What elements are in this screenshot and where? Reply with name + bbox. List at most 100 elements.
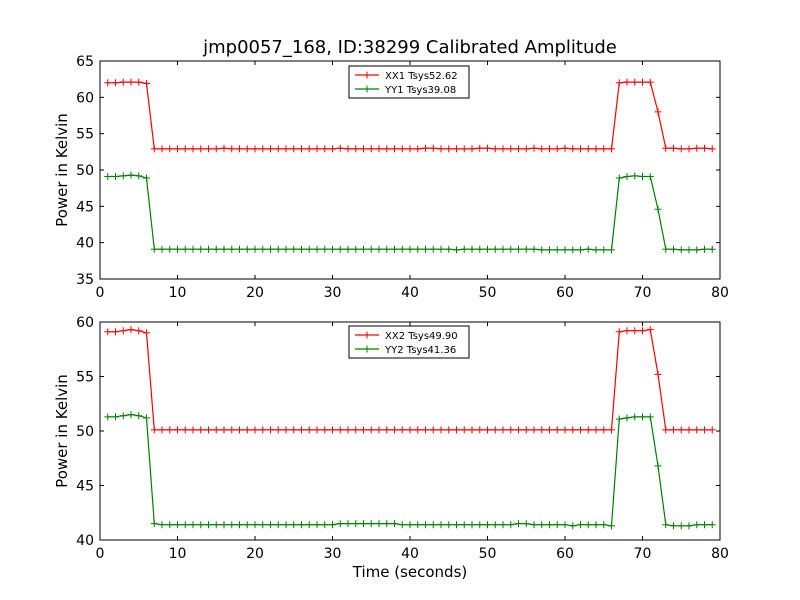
x-tick-label: 50 bbox=[479, 285, 497, 301]
series-2 bbox=[104, 411, 716, 530]
data-point bbox=[662, 245, 670, 253]
data-point bbox=[445, 426, 453, 434]
data-point bbox=[251, 521, 259, 529]
data-point bbox=[639, 78, 646, 86]
data-point bbox=[437, 426, 445, 434]
data-point bbox=[329, 521, 336, 529]
data-point bbox=[708, 245, 716, 253]
data-point bbox=[243, 245, 251, 253]
data-point bbox=[336, 520, 344, 528]
data-point bbox=[685, 246, 693, 254]
data-point bbox=[321, 145, 329, 153]
data-point bbox=[561, 246, 569, 254]
data-point bbox=[685, 145, 693, 153]
data-point bbox=[584, 426, 592, 434]
data-point bbox=[600, 521, 608, 529]
data-point bbox=[220, 144, 228, 152]
data-point bbox=[112, 79, 119, 87]
legend-label: XX2 Tsys49.90 bbox=[385, 331, 458, 342]
data-point bbox=[468, 521, 476, 529]
data-point bbox=[352, 245, 360, 253]
data-point bbox=[608, 522, 615, 530]
data-point bbox=[259, 521, 267, 529]
data-point bbox=[623, 78, 631, 86]
data-point bbox=[460, 521, 468, 529]
data-point bbox=[615, 174, 623, 182]
data-point bbox=[174, 521, 181, 529]
data-point bbox=[406, 426, 414, 434]
y-tick-label: 60 bbox=[76, 315, 94, 331]
data-point bbox=[623, 327, 631, 335]
data-point bbox=[445, 521, 453, 529]
data-point bbox=[491, 521, 499, 529]
data-point bbox=[414, 145, 422, 153]
data-point bbox=[305, 426, 313, 434]
data-point bbox=[251, 426, 259, 434]
data-point bbox=[530, 426, 538, 434]
data-point bbox=[499, 245, 507, 253]
data-point bbox=[228, 145, 236, 153]
x-tick-label: 50 bbox=[479, 546, 497, 562]
data-point bbox=[538, 145, 546, 153]
data-point bbox=[631, 172, 639, 180]
data-point bbox=[158, 426, 166, 434]
data-point bbox=[383, 245, 391, 253]
legend: XX2 Tsys49.90 YY2 Tsys41.36 bbox=[348, 325, 470, 359]
data-point bbox=[515, 245, 522, 253]
data-point bbox=[584, 521, 592, 529]
data-point bbox=[701, 144, 708, 152]
data-point bbox=[321, 521, 329, 529]
data-point bbox=[662, 426, 670, 434]
legend-label: XX1 Tsys52.62 bbox=[385, 71, 458, 82]
data-point bbox=[507, 145, 515, 153]
y-axis-label: Power in Kelvin bbox=[53, 374, 71, 488]
data-point bbox=[228, 245, 236, 253]
data-point bbox=[422, 521, 429, 529]
data-point bbox=[383, 426, 391, 434]
data-point bbox=[654, 462, 662, 470]
data-point bbox=[708, 145, 716, 153]
subplots: 0 10 20 30 40 50 60 70 80 35 40 45 50 55 60 65 Power in … bbox=[53, 54, 729, 581]
data-point bbox=[414, 245, 422, 253]
data-point bbox=[476, 245, 484, 253]
data-point bbox=[298, 245, 305, 253]
legend-entry: YY2 Tsys41.36 bbox=[355, 345, 456, 356]
data-point bbox=[174, 426, 181, 434]
data-point bbox=[143, 174, 150, 182]
data-point bbox=[243, 145, 251, 153]
data-point bbox=[313, 145, 321, 153]
data-point bbox=[522, 520, 530, 528]
legend-marker bbox=[363, 85, 371, 93]
data-point bbox=[429, 245, 437, 253]
data-point bbox=[584, 145, 592, 153]
x-tick-label: 0 bbox=[96, 285, 105, 301]
data-point bbox=[367, 145, 375, 153]
data-point bbox=[577, 145, 584, 153]
data-point bbox=[569, 145, 577, 153]
data-point bbox=[228, 521, 236, 529]
data-point bbox=[197, 145, 205, 153]
y-axis-label: Power in Kelvin bbox=[53, 113, 71, 227]
data-point bbox=[197, 245, 205, 253]
data-point bbox=[631, 327, 639, 335]
data-point bbox=[631, 413, 639, 421]
data-point bbox=[104, 328, 112, 336]
data-point bbox=[677, 522, 685, 530]
data-point bbox=[484, 245, 491, 253]
data-point bbox=[530, 245, 538, 253]
data-point bbox=[553, 521, 561, 529]
data-point bbox=[693, 521, 701, 529]
data-point bbox=[553, 246, 561, 254]
data-point bbox=[561, 144, 569, 152]
data-point bbox=[476, 426, 484, 434]
data-point bbox=[569, 246, 577, 254]
data-point bbox=[546, 145, 553, 153]
data-point bbox=[600, 246, 608, 254]
data-point bbox=[375, 520, 383, 528]
data-point bbox=[600, 145, 608, 153]
data-point bbox=[367, 520, 375, 528]
data-point bbox=[127, 326, 135, 334]
data-point bbox=[205, 521, 212, 529]
data-point bbox=[693, 144, 701, 152]
data-point bbox=[205, 245, 212, 253]
